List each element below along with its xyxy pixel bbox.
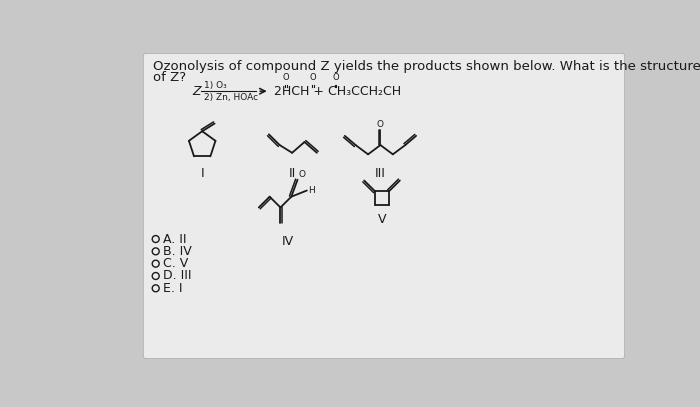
Text: of Z?: of Z? [153, 71, 186, 84]
Text: 1) O₃: 1) O₃ [204, 81, 227, 90]
Text: D. III: D. III [162, 269, 191, 282]
Text: E. I: E. I [162, 282, 182, 295]
Text: O: O [283, 73, 289, 82]
FancyBboxPatch shape [144, 53, 624, 359]
Text: 2) Zn, HOAc: 2) Zn, HOAc [204, 93, 258, 102]
Text: O: O [377, 120, 384, 129]
Text: II: II [289, 166, 297, 179]
Text: C. V: C. V [162, 257, 188, 270]
Text: H: H [309, 186, 315, 195]
Text: V: V [378, 213, 386, 226]
Text: Z: Z [192, 85, 201, 98]
Text: B. IV: B. IV [162, 245, 191, 258]
Text: IV: IV [281, 235, 293, 248]
Text: O: O [332, 73, 339, 82]
Text: III: III [375, 166, 386, 179]
Text: O: O [309, 73, 316, 82]
Text: A. II: A. II [162, 232, 186, 245]
Text: O: O [298, 170, 305, 179]
Text: 2HCH + CH₃CCH₂CH: 2HCH + CH₃CCH₂CH [274, 85, 400, 98]
Text: Ozonolysis of compound Z yields the products shown below. What is the structure: Ozonolysis of compound Z yields the prod… [153, 59, 700, 72]
Text: I: I [200, 166, 204, 179]
